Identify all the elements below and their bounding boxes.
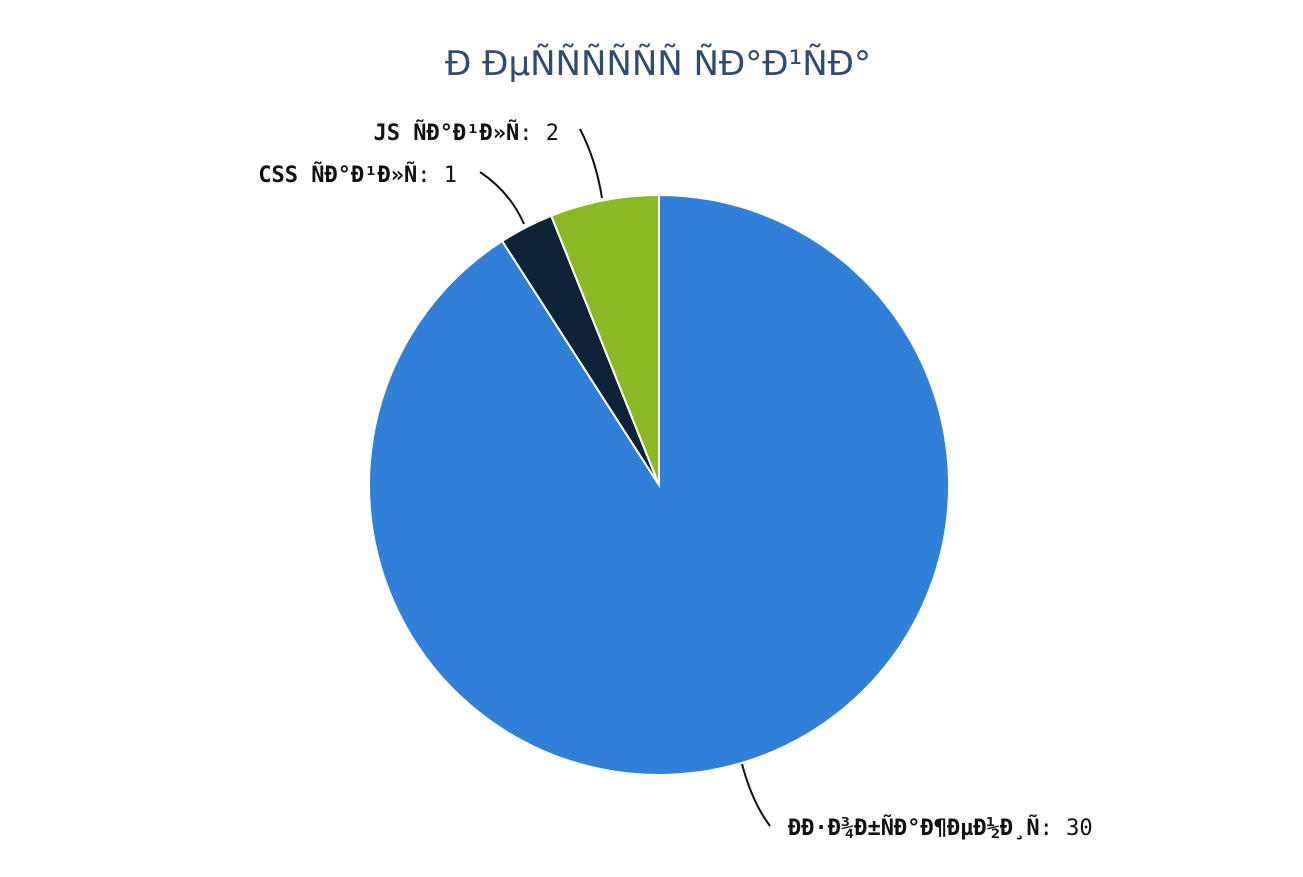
slice-label-value: : 2 — [519, 121, 559, 146]
chart-title: Ð ÐµÑÑÑÑÑÑ ÑÐ°Ð¹ÑÐ° — [445, 44, 871, 84]
slice-label-3: JS ÑÐ°Ð¹Ð»Ñ: 2 — [374, 120, 559, 146]
slice-label-name: ÐÐ·Ð¾Ð±ÑÐ°Ð¶ÐµÐ½Ð¸Ñ — [788, 815, 1040, 841]
slice-label-2: CSS ÑÐ°Ð¹Ð»Ñ: 1 — [258, 162, 457, 188]
pie-slices — [368, 193, 950, 776]
chart-container: Ð ÐµÑÑÑÑÑÑ ÑÐ°Ð¹ÑÐ° ÐÐ·Ð¾Ð±ÑÐ°Ð¶ÐµÐ½Ð¸Ñ:… — [10, 12, 1293, 853]
leader-line-3 — [579, 128, 603, 199]
slice-label-name: JS ÑÐ°Ð¹Ð»Ñ — [374, 120, 520, 146]
pie-chart: Ð ÐµÑÑÑÑÑÑ ÑÐ°Ð¹ÑÐ° ÐÐ·Ð¾Ð±ÑÐ°Ð¶ÐµÐ½Ð¸Ñ:… — [258, 44, 1092, 841]
leader-line-1 — [741, 763, 771, 827]
slice-label-value: : 1 — [417, 163, 457, 188]
slice-label-value: : 30 — [1040, 816, 1093, 841]
slice-labels: ÐÐ·Ð¾Ð±ÑÐ°Ð¶ÐµÐ½Ð¸Ñ: 30 CSS ÑÐ°Ð¹Ð»Ñ: 1 JS… — [258, 120, 1092, 841]
slice-label-name: CSS ÑÐ°Ð¹Ð»Ñ — [258, 162, 417, 188]
leader-lines — [479, 128, 771, 827]
pie-slice-3 — [549, 193, 660, 486]
leader-line-2 — [479, 171, 525, 225]
slice-label-1: ÐÐ·Ð¾Ð±ÑÐ°Ð¶ÐµÐ½Ð¸Ñ: 30 — [788, 815, 1093, 841]
